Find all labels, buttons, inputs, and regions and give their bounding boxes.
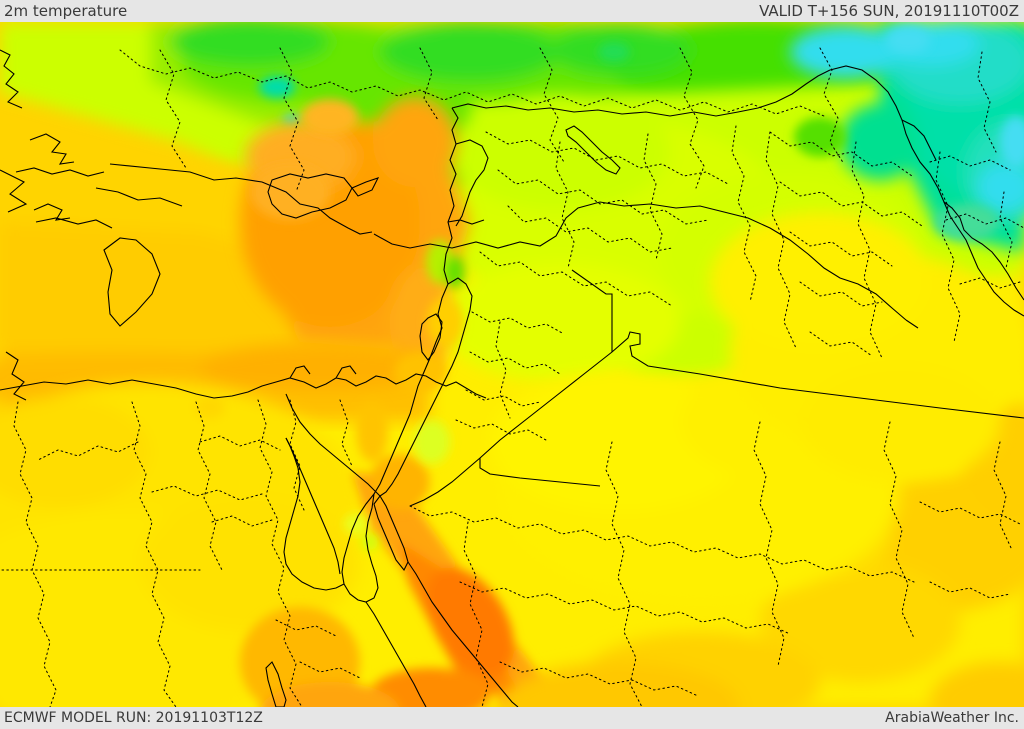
border-turkey-syria	[451, 65, 1024, 317]
header-bar: 2m temperature VALID T+156 SUN, 20191110…	[0, 0, 1024, 22]
field-iran-cool	[790, 22, 1024, 252]
coastline-levant	[373, 107, 919, 495]
field-egypt-interior	[0, 382, 360, 707]
coastline-egypt-redsea-west	[365, 601, 427, 707]
map-outlines	[0, 47, 1024, 707]
field-saudi-warm	[500, 402, 1024, 707]
border-lebanon	[447, 139, 489, 227]
border-iraq-iran	[901, 119, 1024, 301]
coastline-saudi-redsea	[407, 561, 519, 707]
admin-egypt	[1, 399, 361, 707]
coastline-turkey-aegean	[0, 49, 907, 401]
map-canvas[interactable]	[0, 22, 1024, 707]
admin-iran	[929, 51, 1024, 289]
admin-turkey	[119, 47, 845, 193]
model-run-label: ECMWF MODEL RUN: 20191103T12Z	[4, 710, 263, 726]
page-title: 2m temperature	[4, 2, 128, 20]
credit-label: ArabiaWeather Inc.	[885, 710, 1019, 726]
valid-time-label: VALID T+156 SUN, 20191110T00Z	[759, 2, 1019, 20]
dead-sea	[419, 313, 443, 361]
field-iraq	[710, 212, 1024, 482]
gulf-of-aqaba	[373, 495, 409, 572]
border-jordan-iraq-saudi	[409, 269, 1024, 507]
coastline-sinai-redsea	[283, 437, 379, 603]
lake-nasser	[265, 661, 287, 707]
admin-saudi	[409, 421, 1021, 707]
field-iran-detail	[794, 26, 1024, 240]
admin-syria	[479, 125, 757, 307]
border-egypt-israel	[285, 393, 381, 497]
field-red-sea	[240, 472, 560, 707]
border-israel-jordan	[379, 277, 473, 497]
temperature-field	[0, 22, 1024, 707]
coastline-cyprus	[267, 173, 380, 219]
temperature-map[interactable]	[0, 22, 1024, 707]
field-sinai	[356, 298, 463, 510]
lake-assad	[565, 125, 621, 175]
coastline-egypt-mediterranean	[0, 365, 487, 399]
gulf-of-suez	[285, 437, 341, 575]
footer-bar: ECMWF MODEL RUN: 20191103T12Z ArabiaWeat…	[0, 707, 1024, 729]
admin-iraq	[765, 131, 961, 359]
